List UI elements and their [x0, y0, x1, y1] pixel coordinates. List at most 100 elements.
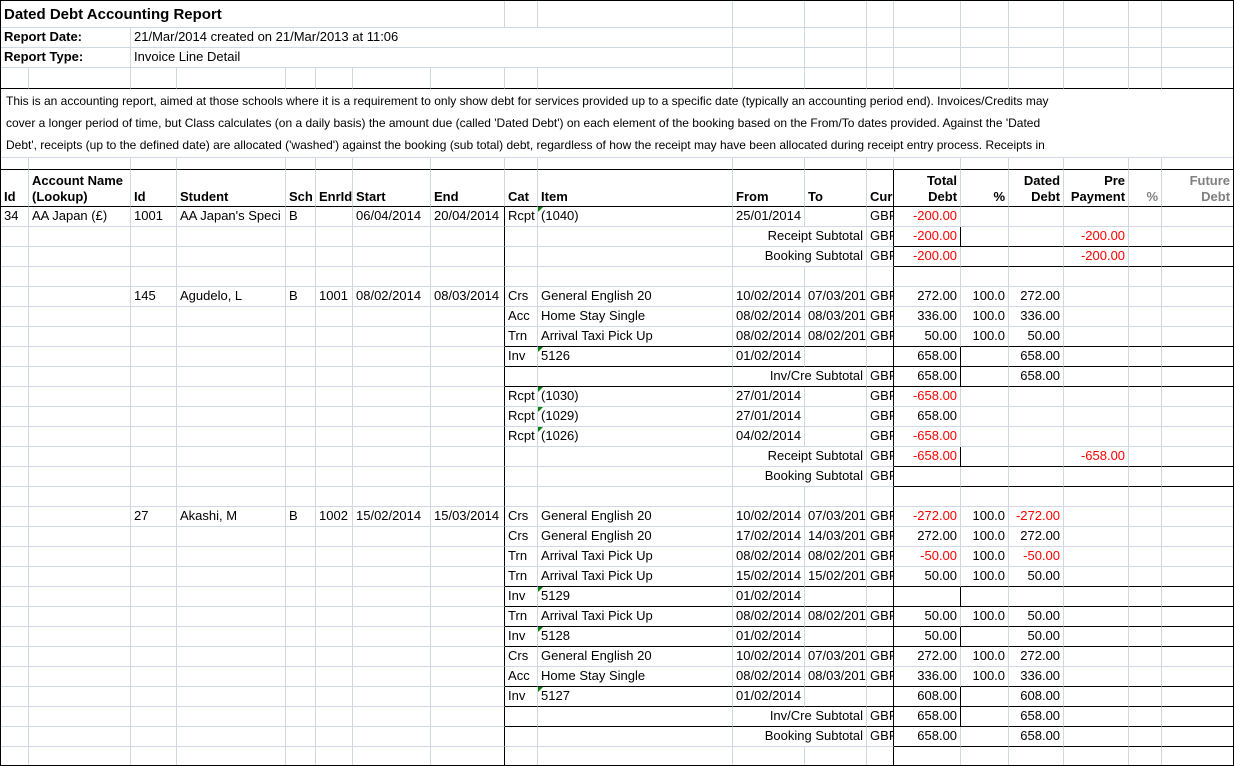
cell-pct2[interactable] — [1129, 267, 1163, 287]
cell-item[interactable]: 5128 — [538, 627, 734, 647]
cell-start[interactable] — [353, 227, 431, 247]
column-header-sch[interactable]: Sch — [286, 170, 316, 207]
cell-item[interactable]: 5126 — [538, 347, 734, 367]
cell-to[interactable]: 07/03/2014 — [805, 507, 868, 527]
cell-pre[interactable] — [1064, 367, 1130, 387]
cell-item[interactable]: (1029) — [538, 407, 734, 427]
cell-cur[interactable] — [867, 267, 895, 287]
cell-fd[interactable] — [1162, 647, 1233, 667]
empty-cell[interactable] — [1162, 48, 1233, 68]
cell-start[interactable] — [353, 707, 431, 727]
cell-cur[interactable]: GBP — [867, 287, 895, 307]
cell-item[interactable]: (1040) — [538, 207, 734, 227]
cell-to[interactable] — [805, 427, 868, 447]
cell-td[interactable]: -658.00 — [894, 427, 962, 447]
cell-td[interactable]: -200.00 — [894, 247, 962, 267]
cell-end[interactable] — [431, 267, 506, 287]
cell-pct[interactable] — [961, 487, 1010, 507]
cell-pct2[interactable] — [1129, 287, 1163, 307]
cell-dd[interactable]: 272.00 — [1009, 647, 1065, 667]
cell-item[interactable]: Arrival Taxi Pick Up — [538, 607, 734, 627]
cell-acct[interactable] — [29, 627, 131, 647]
cell-to[interactable]: 08/02/2014 — [805, 607, 868, 627]
cell-id[interactable] — [1, 627, 29, 647]
cell-pct[interactable] — [961, 387, 1010, 407]
cell-student[interactable] — [177, 687, 286, 707]
cell-sch[interactable] — [286, 407, 316, 427]
cell-end[interactable] — [431, 687, 506, 707]
cell-pct[interactable]: 100.0 — [961, 307, 1010, 327]
cell-start[interactable] — [353, 747, 431, 765]
cell-dd[interactable] — [1009, 447, 1065, 467]
column-header-student[interactable]: Student — [177, 170, 286, 207]
cell-cat[interactable]: Inv — [505, 587, 539, 607]
cell-cat[interactable] — [505, 727, 539, 747]
empty-cell[interactable] — [316, 158, 353, 170]
cell-id[interactable] — [1, 227, 29, 247]
empty-cell[interactable] — [505, 158, 539, 170]
cell-pct2[interactable] — [1129, 247, 1163, 267]
cell-start[interactable] — [353, 407, 431, 427]
cell-enrid[interactable] — [316, 427, 353, 447]
cell-cat[interactable]: Crs — [505, 287, 539, 307]
cell-pct[interactable] — [961, 447, 1010, 467]
cell-cur[interactable]: GBP — [867, 547, 895, 567]
column-header-start[interactable]: Start — [353, 170, 431, 207]
cell-dd[interactable]: 658.00 — [1009, 367, 1065, 387]
cell-acct[interactable] — [29, 407, 131, 427]
cell-pre[interactable] — [1064, 647, 1130, 667]
cell-pre[interactable] — [1064, 587, 1130, 607]
empty-cell[interactable] — [286, 158, 316, 170]
cell-td[interactable]: -200.00 — [894, 207, 962, 227]
cell-pct[interactable] — [961, 707, 1010, 727]
cell-pct2[interactable] — [1129, 527, 1163, 547]
cell-cat[interactable]: Rcpt — [505, 207, 539, 227]
cell-to[interactable]: 08/02/2014 — [805, 547, 868, 567]
cell-fd[interactable] — [1162, 407, 1233, 427]
subtotal-label[interactable]: Booking Subtotal — [733, 727, 868, 747]
cell-end[interactable] — [431, 487, 506, 507]
cell-pre[interactable] — [1064, 527, 1130, 547]
empty-cell[interactable] — [1129, 158, 1163, 170]
cell-id[interactable] — [1, 487, 29, 507]
cell-dd[interactable] — [1009, 267, 1065, 287]
empty-cell[interactable] — [177, 68, 286, 89]
cell-start[interactable] — [353, 367, 431, 387]
cell-id2[interactable] — [131, 327, 177, 347]
cell-pct[interactable] — [961, 227, 1010, 247]
cell-pct[interactable] — [961, 407, 1010, 427]
cell-enrid[interactable] — [316, 227, 353, 247]
cell-student[interactable]: Akashi, M — [177, 507, 286, 527]
cell-td[interactable]: 272.00 — [894, 647, 962, 667]
cell-end[interactable] — [431, 647, 506, 667]
cell-cur[interactable]: GBP — [867, 507, 895, 527]
cell-cur[interactable]: GBP — [867, 567, 895, 587]
cell-id[interactable] — [1, 327, 29, 347]
cell-dd[interactable] — [1009, 207, 1065, 227]
cell-enrid[interactable] — [316, 647, 353, 667]
cell-acct[interactable] — [29, 227, 131, 247]
cell-id2[interactable] — [131, 227, 177, 247]
cell-id[interactable] — [1, 687, 29, 707]
cell-acct[interactable] — [29, 267, 131, 287]
cell-id2[interactable] — [131, 267, 177, 287]
cell-fd[interactable] — [1162, 567, 1233, 587]
empty-cell[interactable] — [1162, 28, 1233, 48]
cell-to[interactable]: 08/03/2014 — [805, 307, 868, 327]
cell-pct2[interactable] — [1129, 607, 1163, 627]
cell-end[interactable] — [431, 747, 506, 765]
cell-fd[interactable] — [1162, 747, 1233, 765]
cell-pct[interactable]: 100.0 — [961, 567, 1010, 587]
cell-cat[interactable]: Crs — [505, 647, 539, 667]
cell-enrid[interactable] — [316, 707, 353, 727]
cell-id[interactable] — [1, 407, 29, 427]
cell-from[interactable]: 08/02/2014 — [733, 327, 806, 347]
column-header-cat[interactable]: Cat — [505, 170, 539, 207]
cell-item[interactable]: Arrival Taxi Pick Up — [538, 327, 734, 347]
cell-student[interactable] — [177, 467, 286, 487]
empty-cell[interactable] — [1, 68, 29, 89]
cell-item[interactable]: Home Stay Single — [538, 307, 734, 327]
cell-dd[interactable] — [1009, 747, 1065, 765]
cell-end[interactable] — [431, 547, 506, 567]
cell-pct2[interactable] — [1129, 467, 1163, 487]
